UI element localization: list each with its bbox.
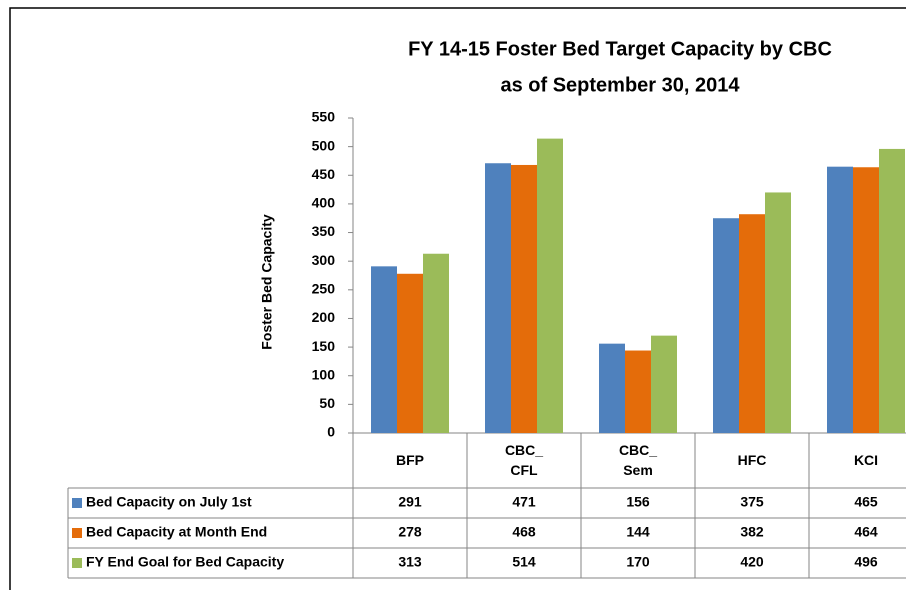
x-tick-label: CBC_ CFL: [504, 442, 544, 478]
table-value: 156: [626, 494, 650, 510]
y-tick-label: 50: [319, 395, 335, 411]
bar: [371, 266, 397, 433]
legend-label: FY End Goal for Bed Capacity: [86, 554, 284, 570]
table-value: 375: [740, 494, 764, 510]
y-tick-label: 200: [312, 309, 336, 325]
y-tick-label: 100: [312, 366, 336, 382]
bar: [511, 164, 537, 434]
table-value: 465: [854, 494, 878, 510]
x-tick-label: BFP: [396, 452, 424, 468]
y-tick-label: 450: [312, 166, 336, 182]
y-tick-label: 150: [312, 338, 336, 354]
table-value: 382: [740, 524, 764, 540]
table-value: 291: [398, 494, 422, 510]
chart-title: FY 14-15 Foster Bed Target Capacity by C…: [408, 38, 832, 60]
table-value: 468: [512, 524, 536, 540]
table-value: 313: [398, 554, 422, 570]
legend-key: [72, 498, 82, 508]
y-tick-label: 400: [312, 195, 336, 211]
legend-key: [72, 528, 82, 538]
bar: [651, 335, 677, 433]
table-value: 278: [398, 524, 422, 540]
y-tick-label: 0: [327, 424, 335, 440]
bar: [713, 218, 739, 433]
y-tick-label: 350: [312, 223, 336, 239]
bar: [397, 273, 423, 433]
bar: [625, 350, 651, 433]
bar: [827, 166, 853, 433]
table-value: 420: [740, 554, 764, 570]
bar: [853, 167, 879, 433]
table-value: 144: [626, 524, 650, 540]
bar: [537, 138, 563, 434]
bar: [423, 253, 449, 433]
table-value: 471: [512, 494, 536, 510]
x-tick-label: CBC_ Sem: [618, 442, 658, 478]
y-tick-label: 250: [312, 281, 336, 297]
bar: [739, 214, 765, 433]
bar: [485, 163, 511, 433]
y-tick-label: 300: [312, 252, 336, 268]
legend-key: [72, 558, 82, 568]
legend-label: Bed Capacity at Month End: [86, 524, 267, 540]
bar: [599, 343, 625, 433]
y-tick-label: 500: [312, 137, 336, 153]
legend-label: Bed Capacity on July 1st: [86, 494, 252, 510]
bar: [879, 148, 905, 433]
chart-frame: [9, 7, 906, 590]
bar: [765, 192, 791, 433]
table-value: 514: [512, 554, 536, 570]
x-tick-label: KCI: [853, 452, 879, 468]
table-value: 496: [854, 554, 878, 570]
y-axis-label: Foster Bed Capacity: [259, 214, 275, 350]
x-tick-label: HFC: [737, 452, 767, 468]
y-tick-label: 550: [312, 109, 336, 125]
chart-subtitle: as of September 30, 2014: [500, 74, 740, 96]
table-value: 464: [854, 524, 878, 540]
table-value: 170: [626, 554, 650, 570]
